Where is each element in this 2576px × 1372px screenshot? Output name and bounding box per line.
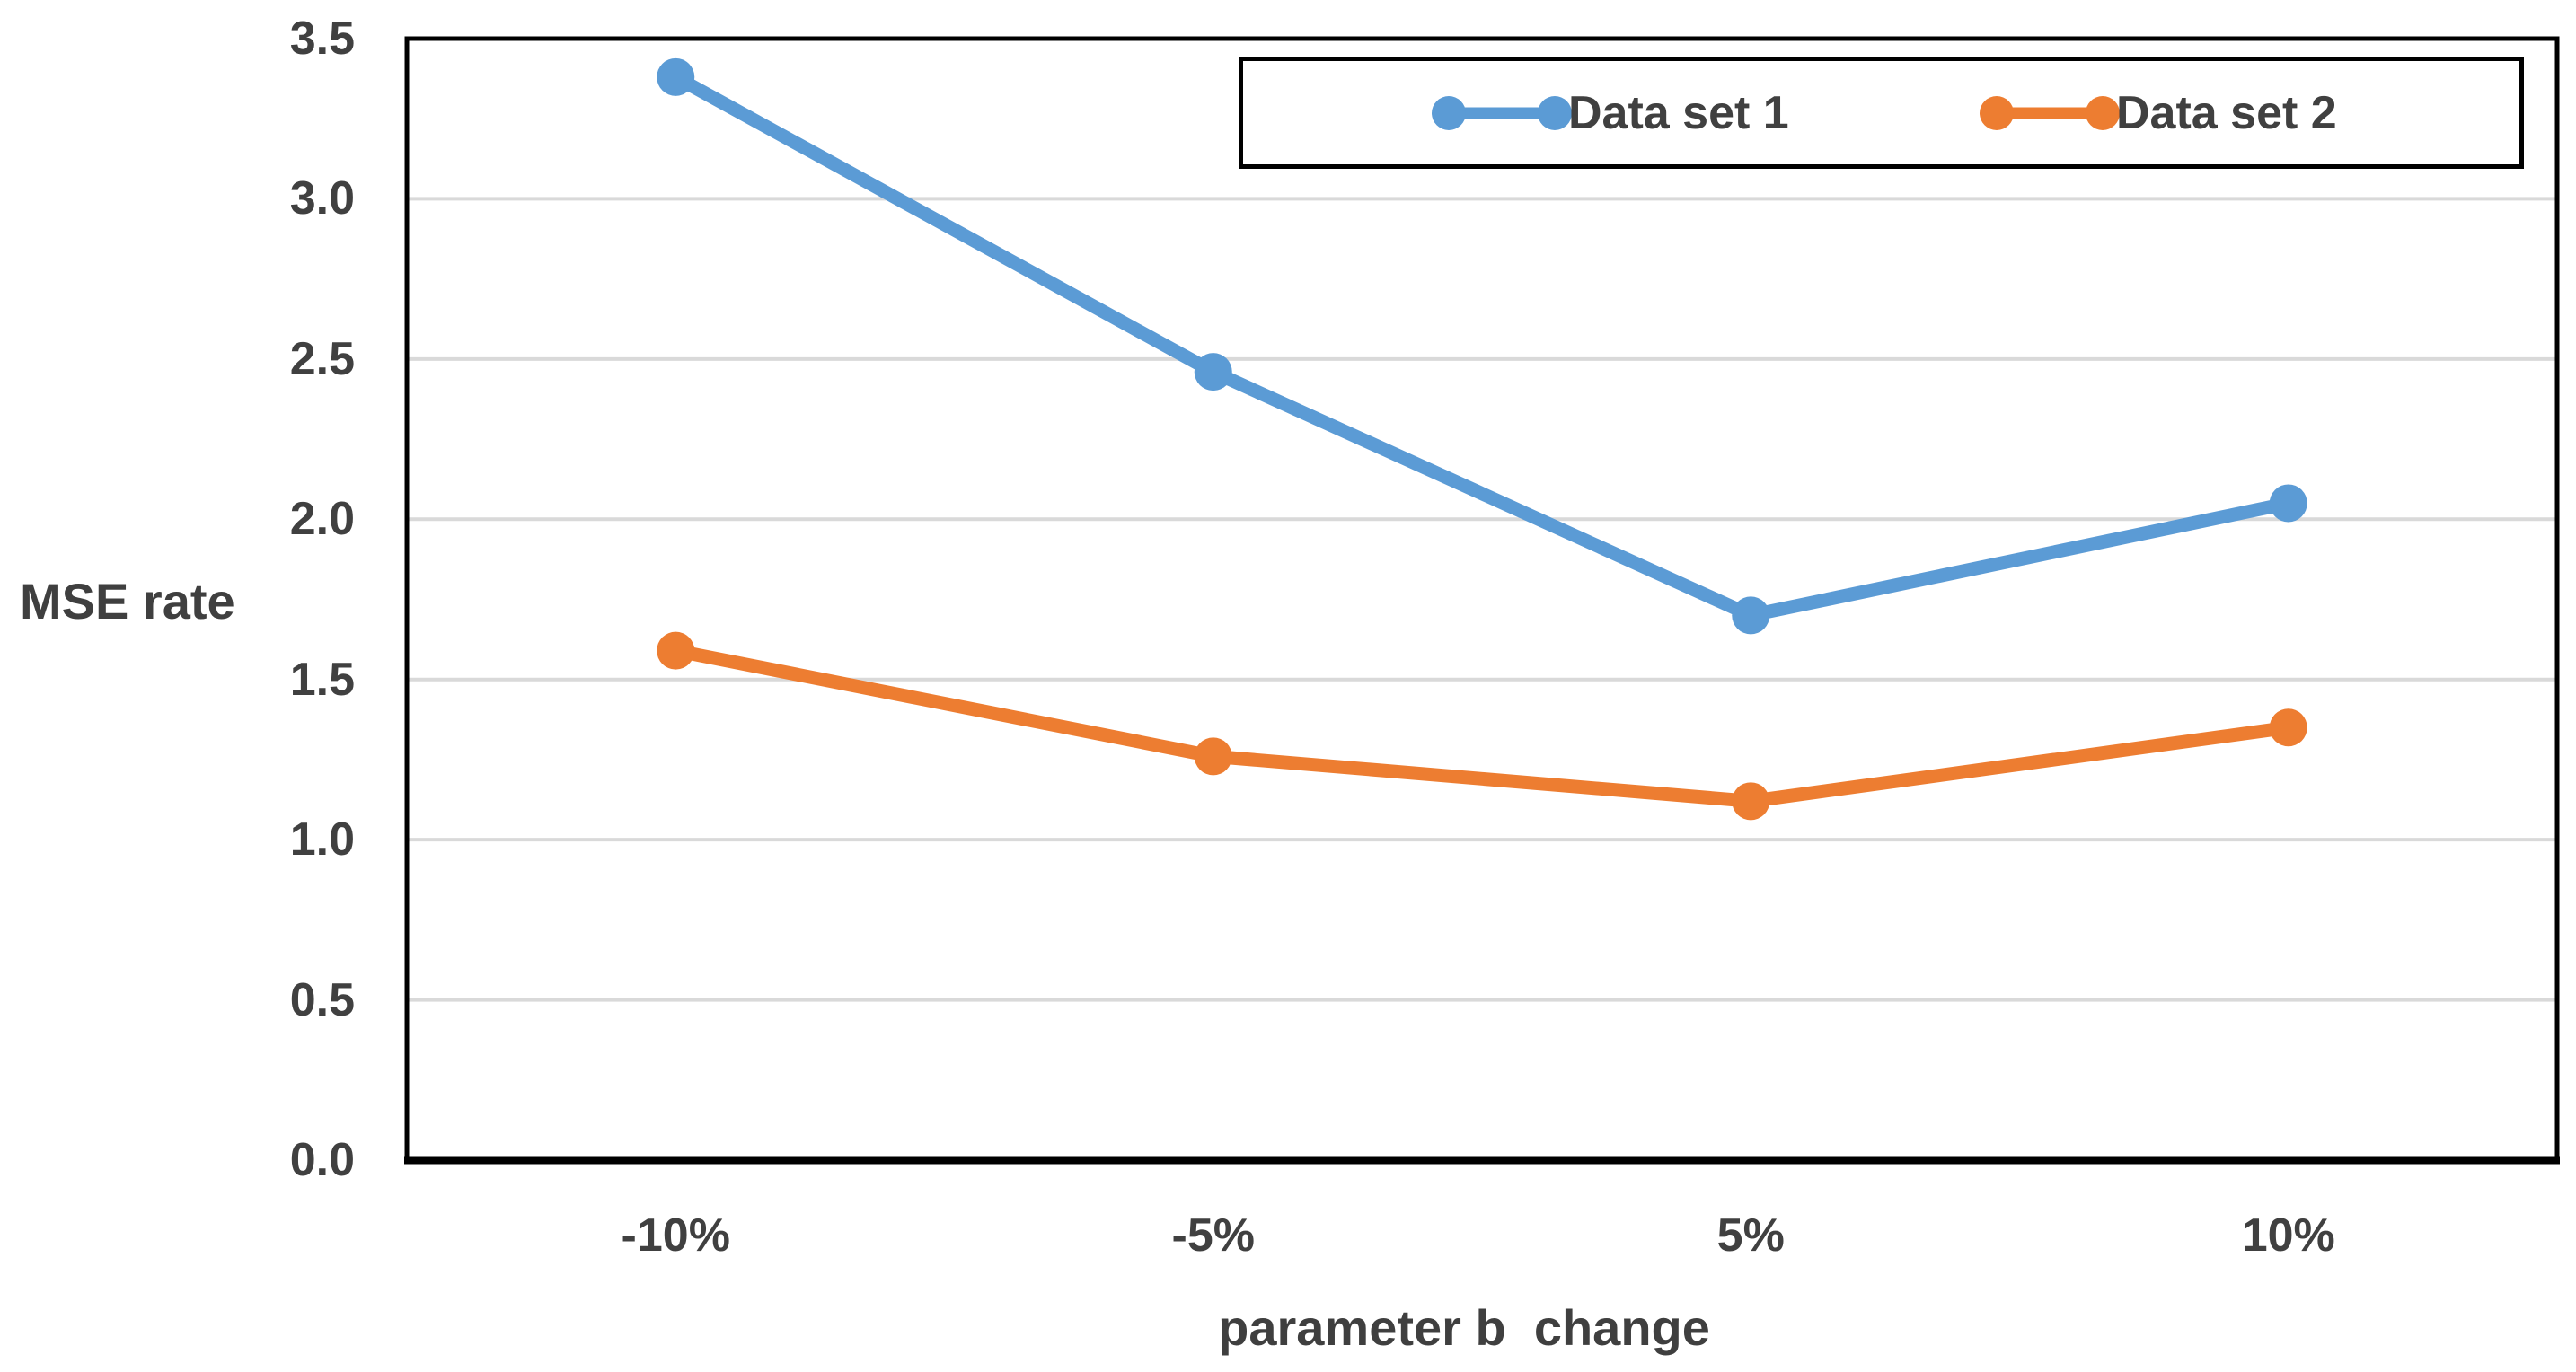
marker-data-set-2--5%: [1194, 737, 1232, 776]
y-tick-label: 2.0: [289, 493, 355, 546]
marker-data-set-1--5%: [1194, 353, 1232, 391]
y-tick-label: 1.0: [289, 814, 355, 866]
line-marker-icon: [1432, 95, 1572, 130]
y-tick-label: 0.0: [289, 1134, 355, 1186]
x-tick-label: -5%: [1171, 1209, 1255, 1262]
line-marker-icon: [1980, 95, 2120, 130]
legend: Data set 1 Data set 2: [1239, 57, 2524, 169]
y-tick-label: 3.5: [289, 13, 355, 65]
y-tick-label: 2.5: [289, 332, 355, 385]
series-line-data-set-2: [668, 644, 2296, 808]
y-tick-label: 1.5: [289, 653, 355, 706]
legend-item-data-set-2: Data set 2: [1978, 61, 2337, 164]
series-line-data-set-1: [668, 70, 2296, 622]
marker-data-set-1-5%: [1732, 596, 1770, 635]
y-tick-label: 3.0: [289, 172, 355, 225]
marker-data-set-2-10%: [2269, 708, 2307, 747]
x-axis-title: parameter b change: [1218, 1299, 1710, 1356]
y-axis-title: MSE rate: [20, 573, 235, 629]
marker-data-set-2-5%: [1732, 782, 1770, 821]
legend-item-data-set-1: Data set 1: [1430, 61, 1789, 164]
x-tick-label: 10%: [2241, 1209, 2335, 1262]
marker-data-set-1--10%: [657, 57, 695, 96]
legend-label: Data set 1: [1568, 86, 1789, 139]
marker-data-set-1-10%: [2269, 484, 2307, 523]
x-tick-label: 5%: [1716, 1209, 1785, 1262]
x-tick-label: -10%: [621, 1209, 730, 1262]
legend-label: Data set 2: [2116, 86, 2337, 139]
y-tick-label: 0.5: [289, 973, 355, 1026]
plot-border: [404, 36, 2560, 1163]
marker-data-set-2--10%: [657, 631, 695, 670]
